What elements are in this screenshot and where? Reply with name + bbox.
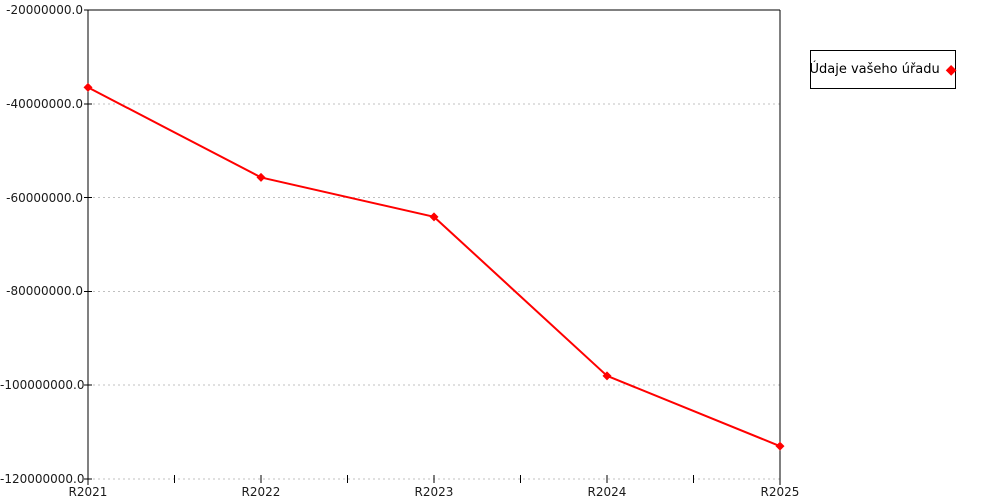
y-tick-label: -100000000.0: [0, 378, 85, 393]
legend-diamond-icon: ◆: [945, 61, 957, 78]
y-tick-label: -60000000.0: [6, 190, 83, 205]
y-tick-label: -120000000.0: [0, 472, 85, 486]
y-tick-label: -80000000.0: [6, 284, 83, 299]
x-tick-label: R2024: [587, 485, 627, 499]
data-point-marker: [429, 212, 439, 222]
x-tick-label: R2022: [241, 485, 281, 499]
data-point-marker: [602, 371, 612, 381]
x-tick-label: R2023: [414, 485, 454, 499]
y-tick-label: -20000000.0: [6, 3, 83, 17]
data-point-marker: [775, 441, 785, 451]
data-point-marker: [83, 82, 93, 92]
series-line: [87, 86, 781, 448]
x-tick-label: R2025: [760, 485, 800, 499]
data-point-marker: [256, 172, 266, 182]
legend-label: Údaje vašeho úřadu: [809, 62, 940, 77]
x-tick-label: R2021: [68, 485, 108, 499]
legend-box: Údaje vašeho úřadu ◆: [809, 50, 957, 89]
y-tick-label: -40000000.0: [6, 96, 83, 111]
